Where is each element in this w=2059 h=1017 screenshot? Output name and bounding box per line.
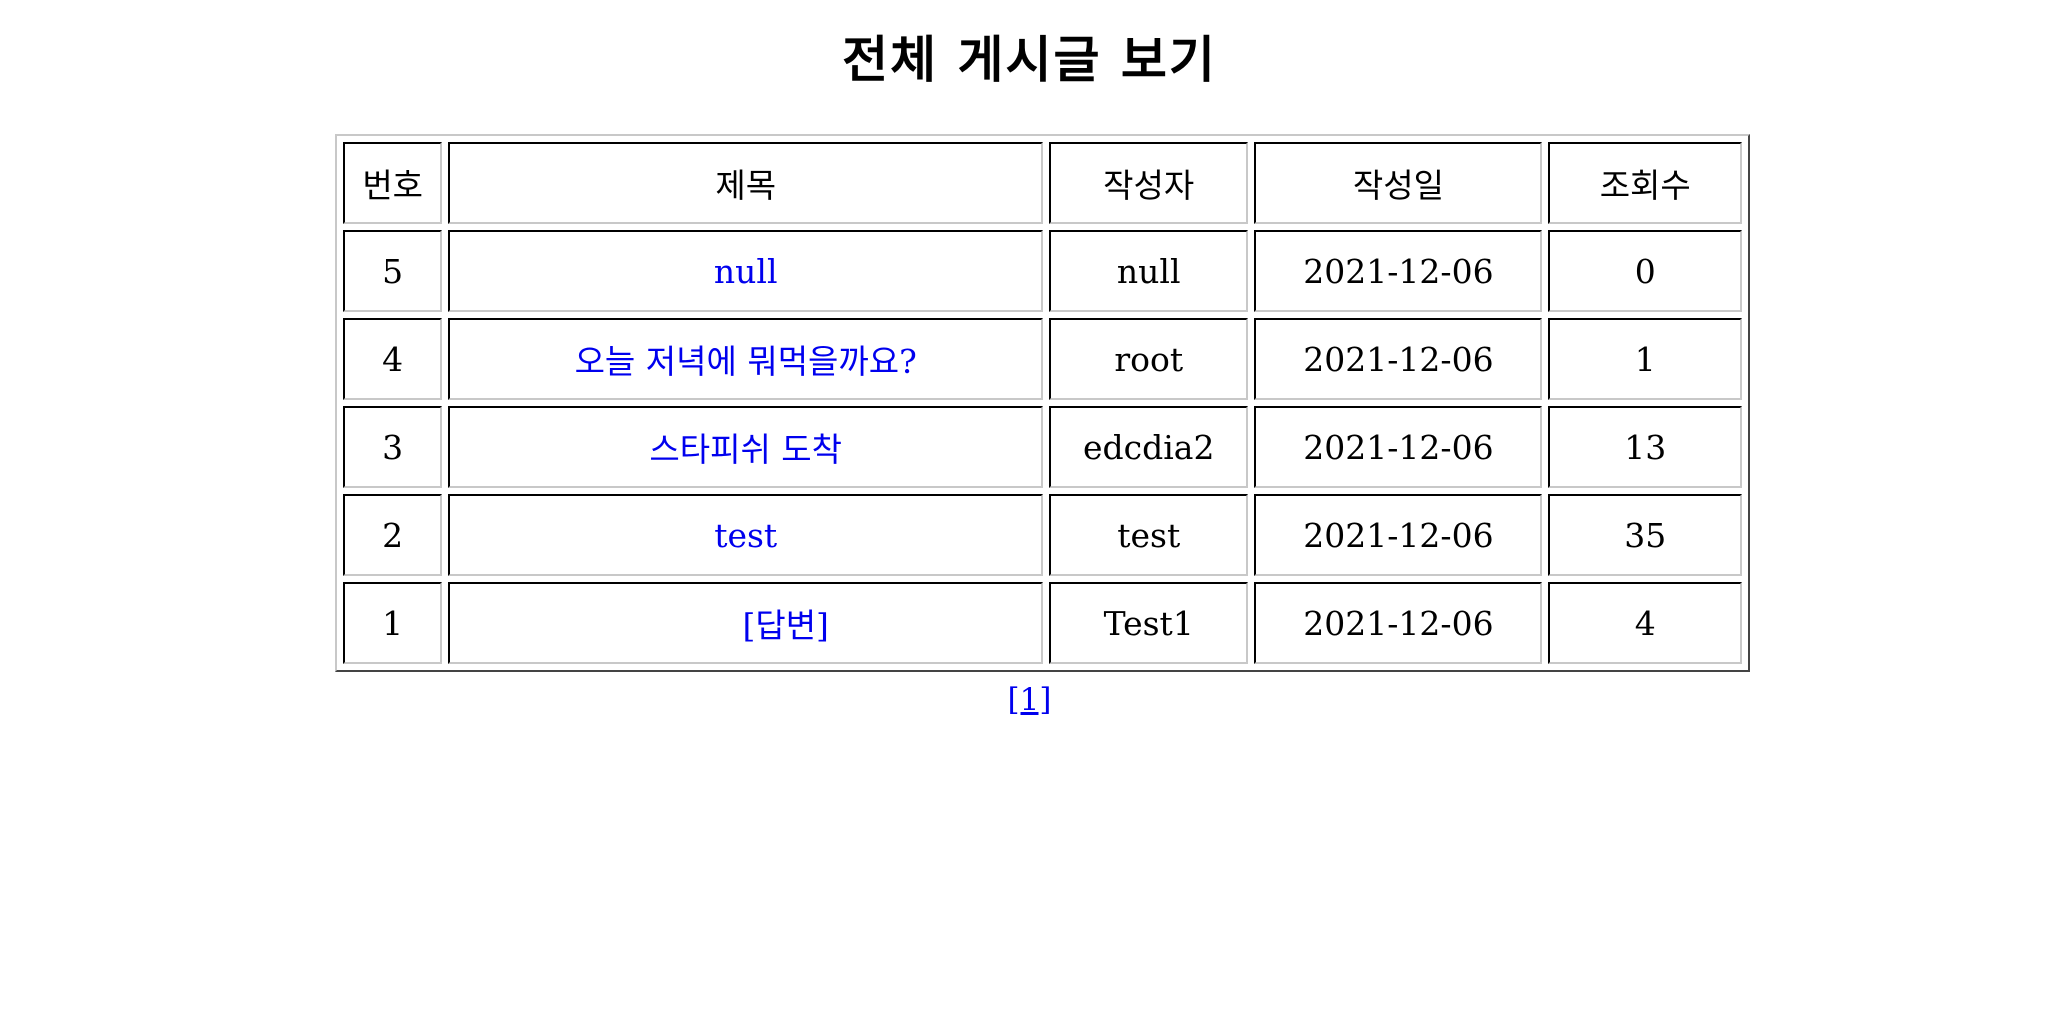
table-header-row: 번호 제목 작성자 작성일 조회수	[343, 142, 1742, 224]
post-title-link[interactable]: 오늘 저녁에 뭐먹을까요?	[574, 342, 917, 381]
post-number: 3	[343, 406, 443, 488]
post-views: 0	[1548, 230, 1742, 312]
post-views: 35	[1548, 494, 1742, 576]
post-number: 2	[343, 494, 443, 576]
post-date: 2021-12-06	[1254, 494, 1543, 576]
post-list-table: 번호 제목 작성자 작성일 조회수 5 null null 2021-12-06…	[335, 134, 1750, 672]
header-number: 번호	[343, 142, 443, 224]
post-number: 1	[343, 582, 443, 664]
table-row: 3 스타피쉬 도착 edcdia2 2021-12-06 13	[343, 406, 1742, 488]
post-title-link[interactable]: test	[714, 515, 778, 555]
post-views: 4	[1548, 582, 1742, 664]
post-number: 5	[343, 230, 443, 312]
header-date: 작성일	[1254, 142, 1543, 224]
post-title-link[interactable]: null	[713, 251, 778, 291]
page-title: 전체 게시글 보기	[842, 30, 1217, 89]
post-date: 2021-12-06	[1254, 582, 1543, 664]
post-writer: test	[1049, 494, 1249, 576]
header-writer: 작성자	[1049, 142, 1249, 224]
post-date: 2021-12-06	[1254, 406, 1543, 488]
post-views: 1	[1548, 318, 1742, 400]
post-writer: edcdia2	[1049, 406, 1249, 488]
post-writer: null	[1049, 230, 1249, 312]
page-link-1[interactable]: [1]	[1007, 682, 1052, 718]
table-row: 5 null null 2021-12-06 0	[343, 230, 1742, 312]
header-title: 제목	[448, 142, 1044, 224]
post-title-link[interactable]: 스타피쉬 도착	[649, 430, 843, 469]
header-views: 조회수	[1548, 142, 1742, 224]
post-date: 2021-12-06	[1254, 318, 1543, 400]
post-title-cell: 오늘 저녁에 뭐먹을까요?	[448, 318, 1044, 400]
table-row: 1 [답변] Test1 2021-12-06 4	[343, 582, 1742, 664]
post-title-cell: null	[448, 230, 1044, 312]
pagination: [1]	[0, 682, 2059, 718]
post-writer: Test1	[1049, 582, 1249, 664]
table-row: 2 test test 2021-12-06 35	[343, 494, 1742, 576]
post-writer: root	[1049, 318, 1249, 400]
post-views: 13	[1548, 406, 1742, 488]
table-row: 4 오늘 저녁에 뭐먹을까요? root 2021-12-06 1	[343, 318, 1742, 400]
post-number: 4	[343, 318, 443, 400]
post-title-cell: 스타피쉬 도착	[448, 406, 1044, 488]
post-date: 2021-12-06	[1254, 230, 1543, 312]
post-title-link[interactable]: [답변]	[742, 606, 829, 645]
post-title-cell: test	[448, 494, 1044, 576]
post-title-cell: [답변]	[448, 582, 1044, 664]
